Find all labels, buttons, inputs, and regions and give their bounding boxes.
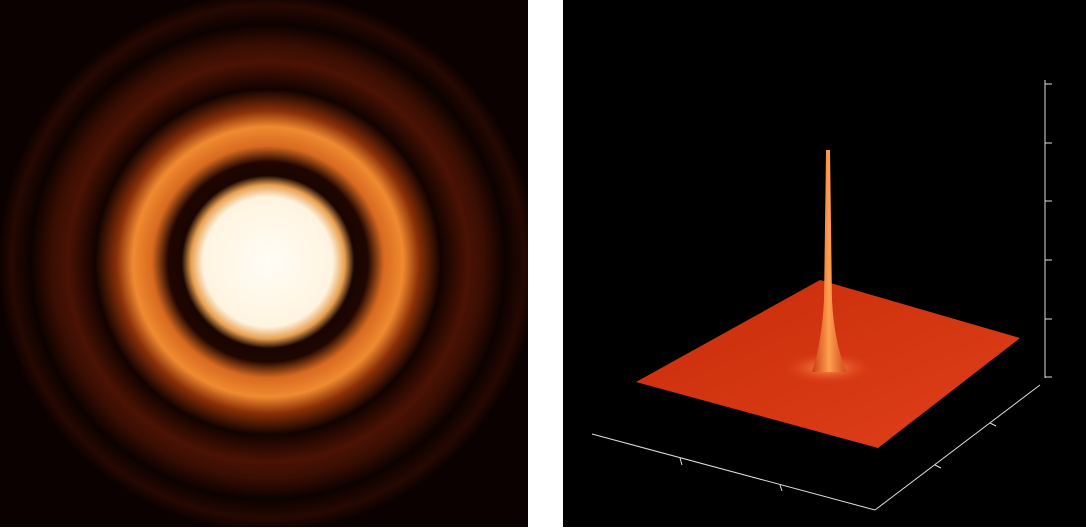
- tick: [679, 457, 683, 466]
- surface-peak: [812, 150, 846, 372]
- airy-pattern-panel: [0, 0, 528, 527]
- y-axis: [874, 384, 1041, 511]
- surface-plot-panel: [563, 0, 1086, 527]
- tick: [989, 422, 997, 427]
- tick: [934, 464, 942, 469]
- tick: [779, 484, 783, 492]
- x-axis: [591, 433, 876, 511]
- airy-pattern: [0, 0, 528, 527]
- axes: [591, 80, 1052, 511]
